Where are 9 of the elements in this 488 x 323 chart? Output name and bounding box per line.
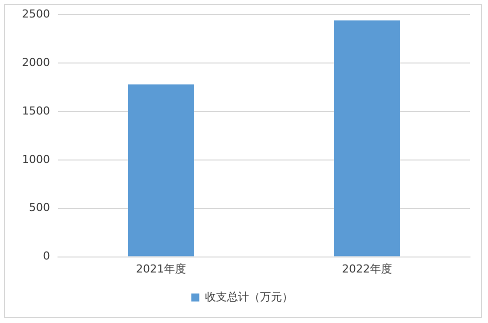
legend-label: 收支总计（万元） — [204, 290, 293, 304]
y-tick-label: 2000 — [22, 56, 50, 69]
y-tick-label: 2500 — [22, 7, 50, 20]
y-tick-label: 0 — [42, 250, 50, 263]
y-tick-label: 1000 — [22, 152, 50, 166]
x-tick-label: 2022年度 — [342, 262, 392, 276]
y-tick-label: 1500 — [22, 104, 50, 118]
x-tick-label: 2021年度 — [136, 262, 186, 276]
y-tick-label: 500 — [28, 201, 50, 214]
